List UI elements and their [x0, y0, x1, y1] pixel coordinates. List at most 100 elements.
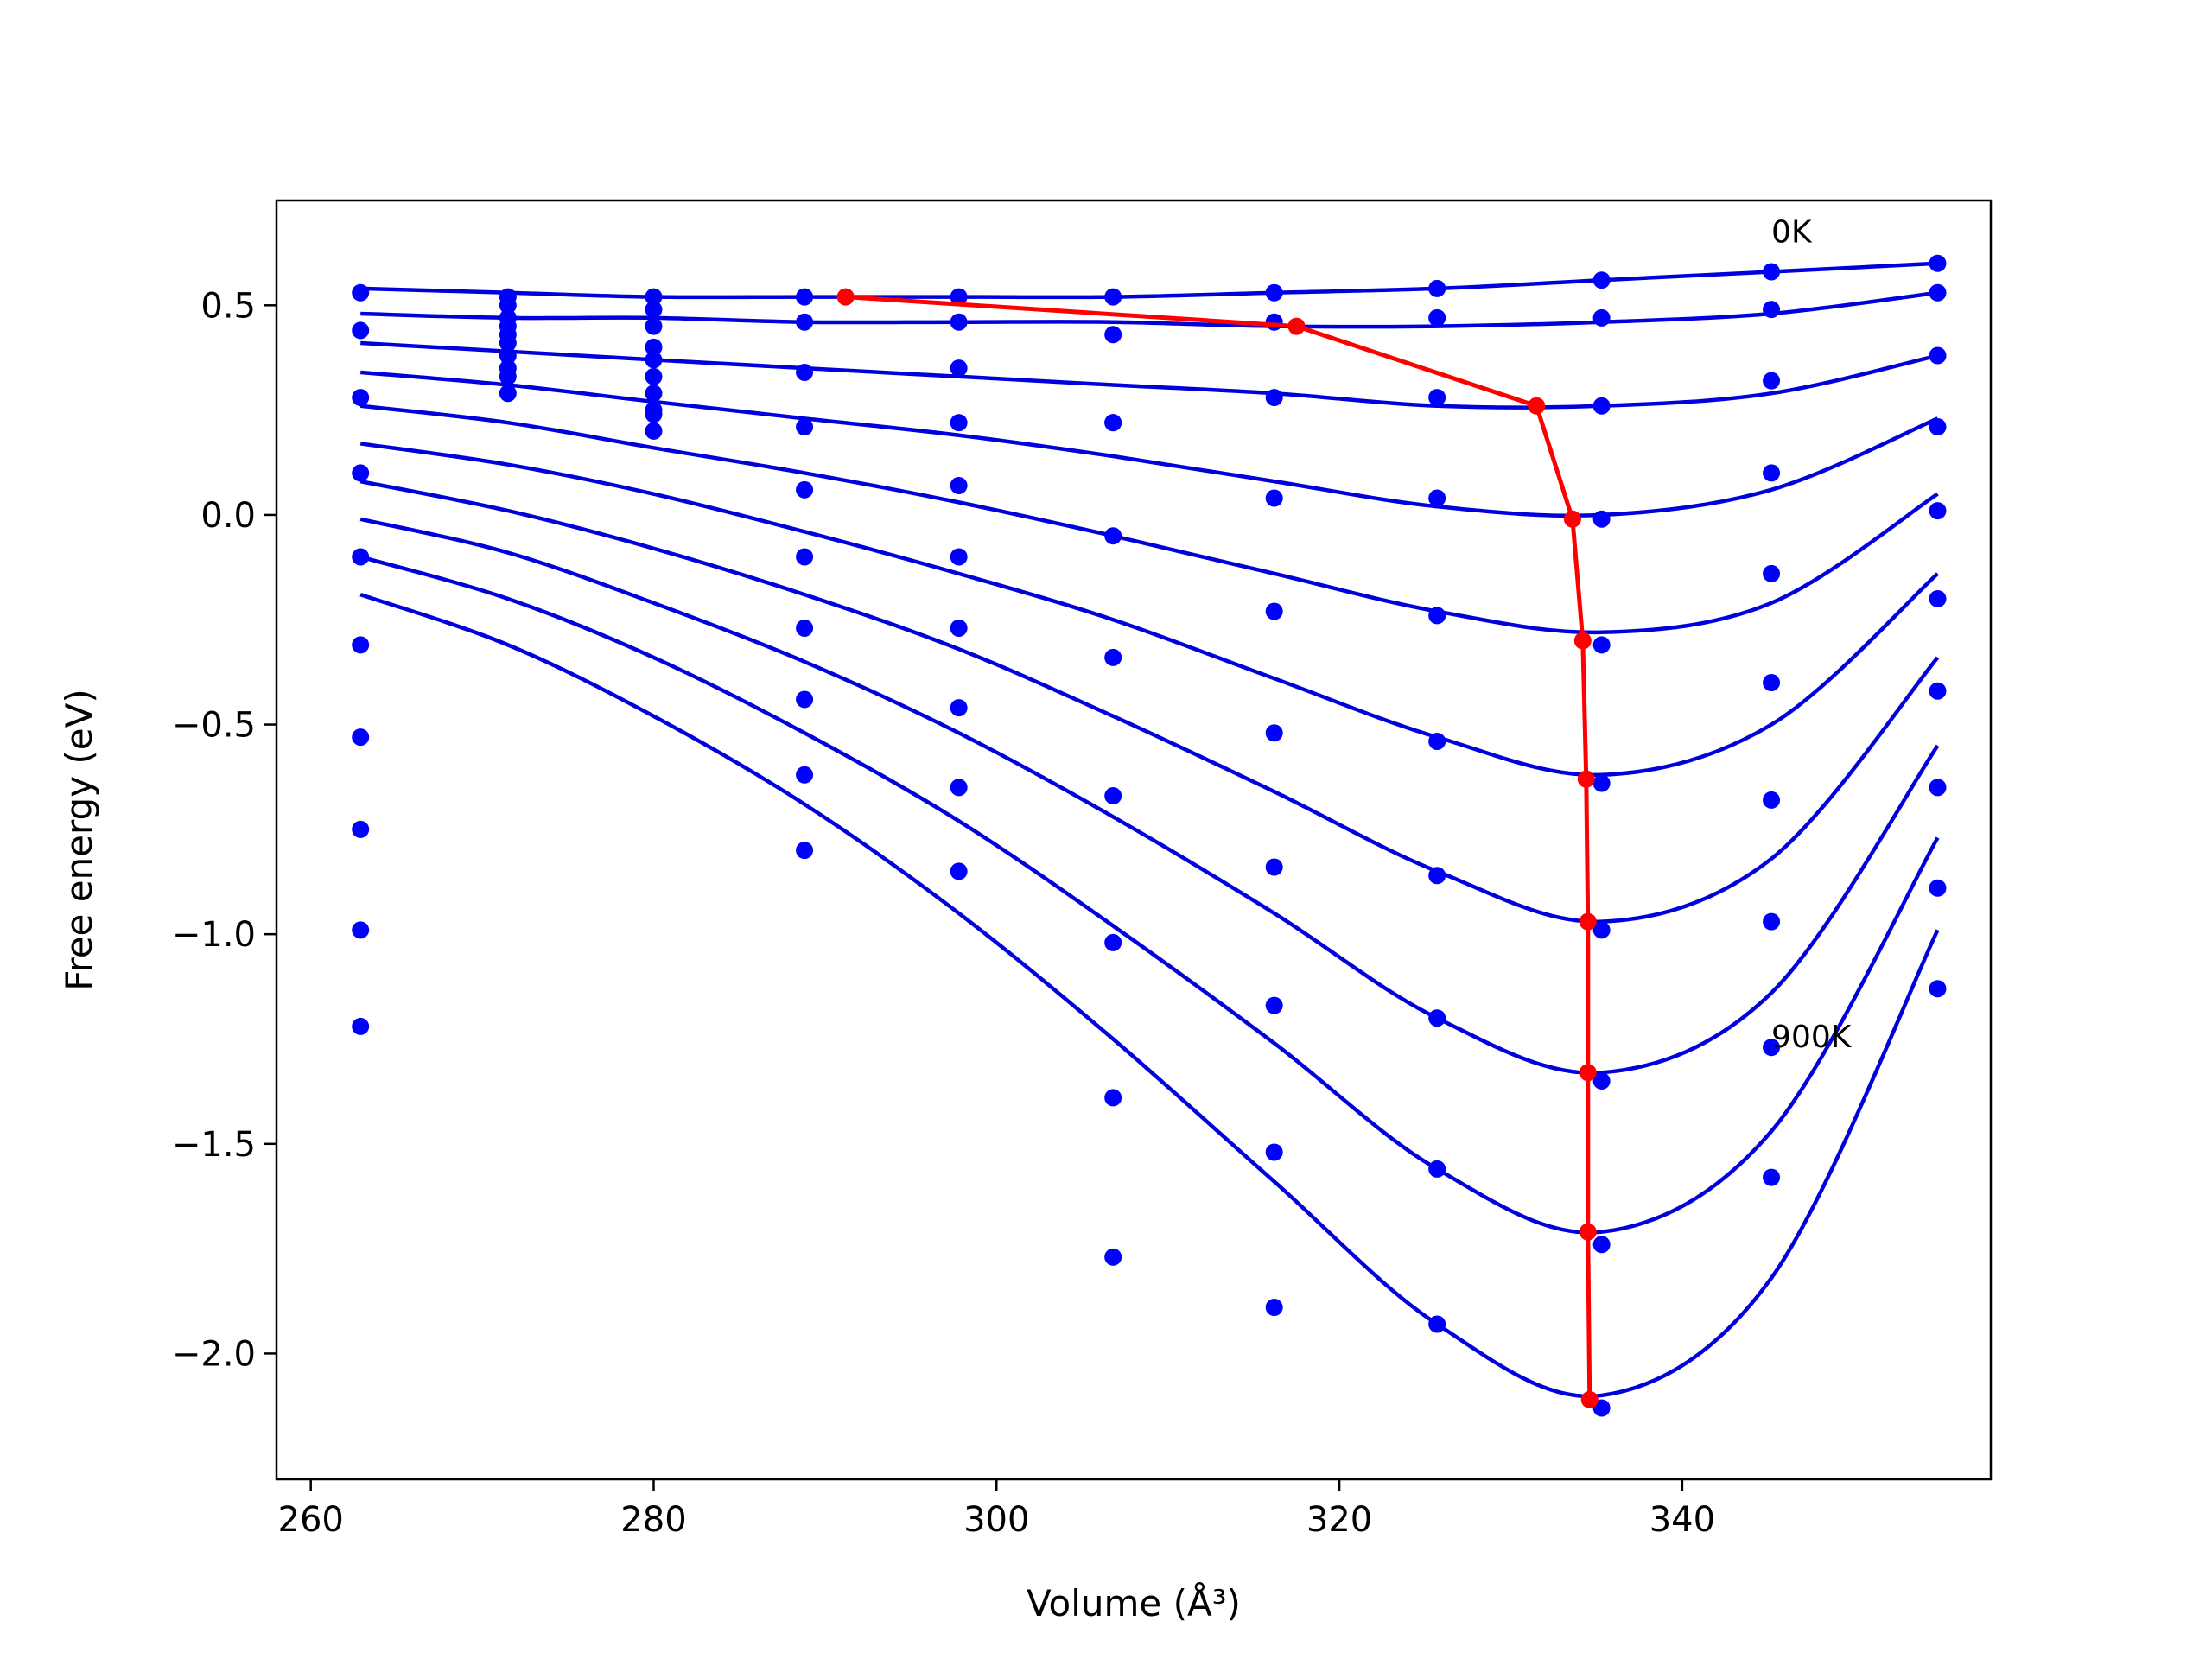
data-point: [1763, 263, 1781, 281]
data-point: [1265, 858, 1283, 876]
minimum-point: [1580, 1390, 1599, 1408]
data-point: [1104, 787, 1122, 805]
data-point: [1104, 527, 1122, 545]
fit-curve-3: [360, 370, 1939, 518]
data-point: [1763, 564, 1781, 582]
data-point: [1428, 279, 1446, 297]
data-point: [1929, 589, 1947, 607]
data-point: [352, 389, 370, 407]
axes-frame: [275, 199, 1993, 1481]
data-point: [645, 288, 663, 306]
data-point: [645, 301, 663, 319]
data-point: [1265, 1299, 1283, 1317]
data-point: [1763, 674, 1781, 692]
data-point: [1763, 791, 1781, 809]
data-point: [1929, 346, 1947, 365]
data-point: [352, 728, 370, 747]
data-point: [1104, 414, 1122, 432]
data-point: [950, 288, 968, 306]
data-point: [1592, 1399, 1611, 1417]
data-point: [796, 480, 814, 499]
data-point: [796, 288, 814, 306]
data-point: [1763, 464, 1781, 482]
data-point: [796, 418, 814, 436]
data-point: [645, 351, 663, 369]
annotation-label-0: 0K: [1771, 215, 1813, 251]
minimum-point: [836, 288, 855, 306]
data-point: [950, 414, 968, 432]
data-point: [1428, 867, 1446, 885]
data-point: [950, 619, 968, 637]
data-point: [950, 779, 968, 797]
data-point: [1592, 1072, 1611, 1090]
data-point: [499, 385, 517, 403]
data-point: [1428, 607, 1446, 625]
data-point: [796, 690, 814, 709]
minimum-point: [1287, 317, 1306, 335]
minimum-point: [1563, 510, 1581, 528]
data-point: [352, 464, 370, 482]
x-tick-label: 300: [963, 1500, 1029, 1540]
curve-annotations: 0K 900K: [1771, 215, 1853, 1056]
minimum-point: [1579, 912, 1597, 931]
data-point: [645, 385, 663, 403]
data-point: [1592, 774, 1611, 792]
fit-curve-6: [359, 479, 1940, 924]
data-point: [1104, 648, 1122, 666]
data-point: [1104, 933, 1122, 951]
data-point: [352, 820, 370, 838]
data-point: [1929, 980, 1947, 998]
x-axis-label: Volume (Å³): [1027, 1581, 1241, 1624]
plot-area: [352, 254, 1947, 1417]
x-tick-label: 320: [1306, 1500, 1372, 1540]
data-point: [1265, 1143, 1283, 1161]
data-point: [1929, 283, 1947, 302]
data-point: [796, 363, 814, 381]
y-tick-label: −2.0: [172, 1334, 256, 1374]
x-tick-label: 260: [278, 1500, 344, 1540]
data-point: [1428, 1315, 1446, 1333]
data-point: [1763, 1039, 1781, 1057]
minimum-point: [1579, 1223, 1597, 1241]
y-tick-label: 0.5: [200, 286, 256, 326]
data-point: [1104, 288, 1122, 306]
data-point: [1428, 489, 1446, 507]
data-point: [499, 334, 517, 352]
y-axis: 0.5 0.0 −0.5 −1.0 −1.5 −2.0: [172, 286, 276, 1374]
data-point: [1929, 254, 1947, 272]
data-point: [1929, 682, 1947, 700]
annotation-label-1: 900K: [1771, 1020, 1853, 1055]
data-point: [1265, 313, 1283, 331]
data-point: [352, 548, 370, 566]
data-point: [1428, 732, 1446, 750]
x-axis: 260 280 300 320 340: [278, 1479, 1715, 1540]
data-point: [950, 862, 968, 880]
data-point: [1428, 1160, 1446, 1178]
data-point: [796, 842, 814, 860]
data-point: [1592, 1236, 1611, 1254]
data-point: [352, 921, 370, 939]
data-point: [645, 422, 663, 440]
data-point: [796, 766, 814, 784]
data-point: [1428, 1009, 1446, 1027]
data-point: [950, 699, 968, 717]
data-point: [1592, 308, 1611, 327]
data-point: [950, 476, 968, 494]
data-point: [645, 338, 663, 356]
data-point: [1763, 912, 1781, 931]
minimum-path-line: [845, 295, 1592, 1400]
data-point: [1428, 389, 1446, 407]
fit-curve-2: [360, 340, 1938, 410]
data-point: [950, 548, 968, 566]
data-point: [1592, 510, 1611, 528]
fit-curve-8: [359, 555, 1940, 1235]
data-point: [796, 548, 814, 566]
data-point: [1592, 397, 1611, 415]
data-point: [499, 367, 517, 385]
data-point: [1265, 389, 1283, 407]
data-point: [1104, 1089, 1122, 1107]
data-point: [645, 367, 663, 385]
data-point: [1592, 921, 1611, 939]
fit-curve-9: [359, 593, 1940, 1399]
